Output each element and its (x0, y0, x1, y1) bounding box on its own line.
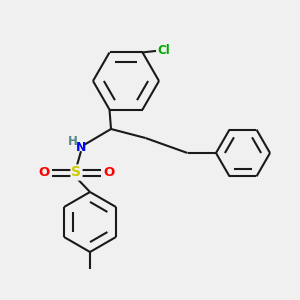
Text: H: H (68, 135, 77, 148)
Text: S: S (71, 166, 82, 179)
Text: N: N (76, 141, 86, 154)
Text: Cl: Cl (157, 44, 170, 57)
Text: O: O (103, 166, 115, 179)
Text: O: O (38, 166, 50, 179)
